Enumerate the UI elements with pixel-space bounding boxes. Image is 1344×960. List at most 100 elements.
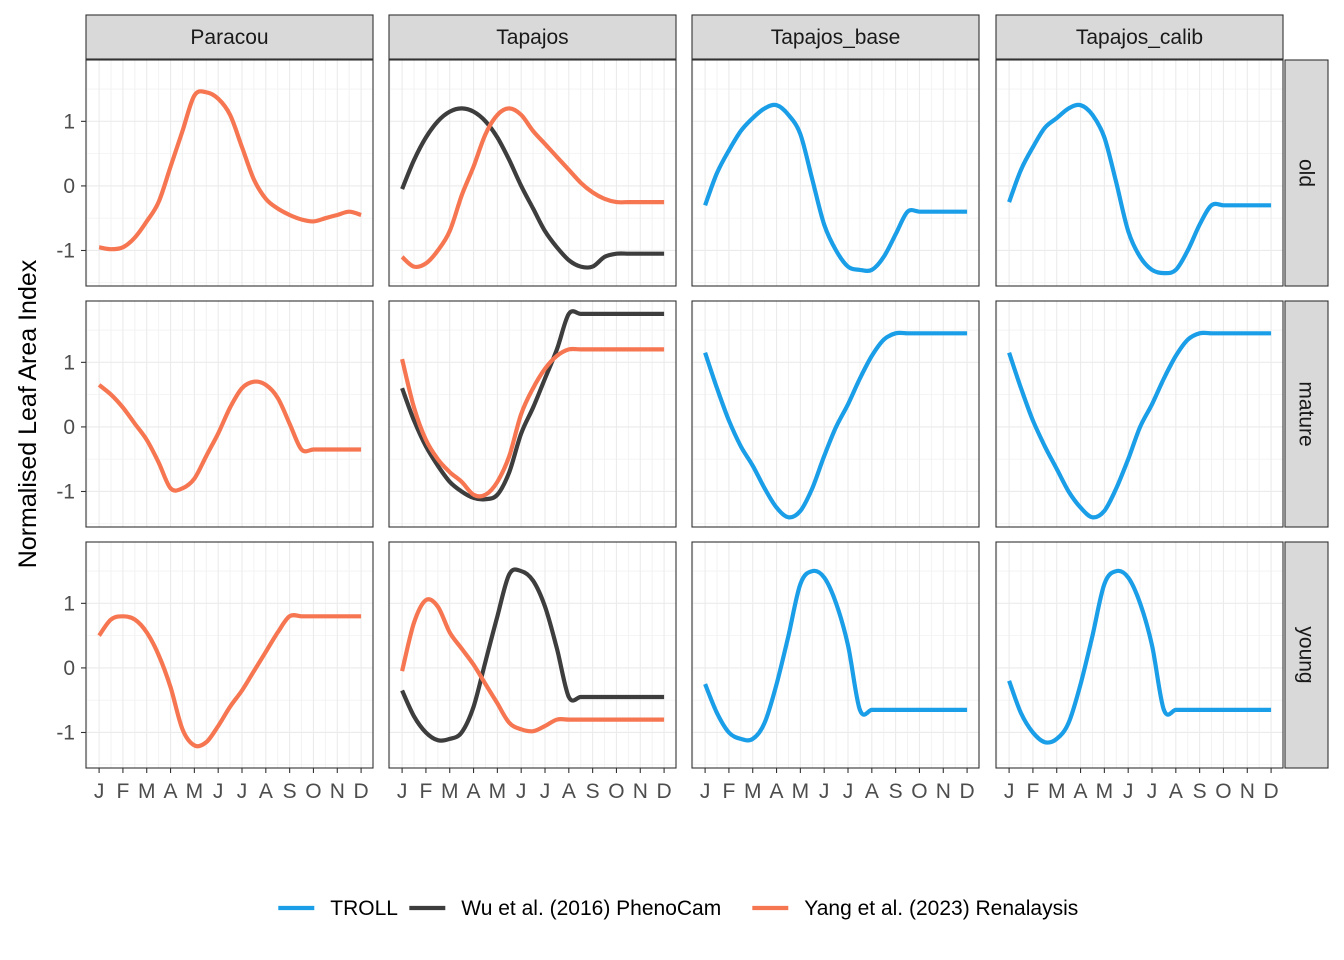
series-line-yang-et-al-2023-renalaysis	[400, 597, 665, 734]
row-strip-label: young	[1295, 626, 1318, 683]
x-tick-label: J	[397, 780, 408, 803]
panel-mature-tapajos-calib	[995, 300, 1284, 528]
column-strip-tapajos-base	[691, 14, 980, 60]
panel-background	[86, 60, 373, 286]
panel-old-tapajos-calib	[995, 59, 1284, 287]
panel-border	[388, 300, 677, 528]
row-strip-label: mature	[1295, 381, 1318, 446]
x-tick-label: F	[723, 780, 736, 803]
panel-border	[691, 300, 980, 528]
x-tick-label: S	[1193, 780, 1207, 803]
x-tick-label: A	[259, 780, 273, 803]
x-tick-label: S	[889, 780, 903, 803]
panel-border	[85, 300, 374, 528]
series-line-troll	[703, 330, 968, 520]
panel-border	[85, 59, 374, 287]
x-tick-label: J	[213, 780, 224, 803]
row-strip-young	[1284, 541, 1329, 769]
x-tick-label: S	[283, 780, 297, 803]
x-tick-label: J	[1004, 780, 1015, 803]
x-tick-label: M	[792, 780, 810, 803]
x-tick-label: N	[936, 780, 951, 803]
column-strip-label: Tapajos_base	[771, 26, 901, 49]
y-tick-label: 0	[63, 175, 75, 198]
panel-old-tapajos	[388, 59, 677, 287]
x-tick-label: A	[467, 780, 481, 803]
series-line-troll	[1007, 568, 1272, 745]
x-tick-label: M	[744, 780, 762, 803]
x-tick-label: J	[819, 780, 830, 803]
series-line-yang-et-al-2023-renalaysis	[98, 89, 362, 252]
x-tick-label: M	[441, 780, 459, 803]
y-tick-label: 1	[63, 592, 75, 615]
panel-mature-tapajos-base	[691, 300, 980, 528]
y-tick-label: 1	[63, 110, 75, 133]
panel-border	[995, 59, 1284, 287]
legend-label: Yang et al. (2023) Renalaysis	[804, 897, 1078, 920]
x-tick-label: D	[354, 780, 369, 803]
x-tick-label: F	[420, 780, 433, 803]
series-line-yang-et-al-2023-renalaysis	[400, 106, 665, 270]
panel-background	[692, 542, 979, 768]
panel-border	[995, 300, 1284, 528]
column-strip-label: Tapajos	[496, 26, 568, 49]
x-tick-label: J	[237, 780, 248, 803]
x-tick-label: J	[1123, 780, 1134, 803]
panel-border	[691, 541, 980, 769]
legend-label: Wu et al. (2016) PhenoCam	[461, 897, 721, 920]
column-strip-paracou	[85, 14, 374, 60]
y-tick-label: -1	[56, 239, 75, 262]
x-tick-label: J	[94, 780, 105, 803]
panel-border	[691, 59, 980, 287]
column-strip-label: Tapajos_calib	[1076, 26, 1203, 49]
x-tick-label: O	[608, 780, 624, 803]
legend-item-yang-et-al-2023-renalaysis: Yang et al. (2023) Renalaysis	[752, 897, 1078, 920]
series-line-troll	[703, 102, 968, 274]
x-tick-label: N	[1240, 780, 1255, 803]
x-tick-label: F	[117, 780, 130, 803]
x-tick-label: O	[1215, 780, 1231, 803]
x-tick-label: D	[657, 780, 672, 803]
x-tick-label: J	[1147, 780, 1158, 803]
panel-border	[85, 541, 374, 769]
x-tick-label: A	[1169, 780, 1183, 803]
panel-background	[86, 542, 373, 768]
legend-label: TROLL	[330, 897, 398, 920]
series-line-troll	[703, 568, 968, 743]
x-tick-label: O	[911, 780, 927, 803]
x-tick-label: A	[164, 780, 178, 803]
series-line-wu-et-al-2016-phenocam	[400, 106, 665, 270]
x-tick-label: D	[1264, 780, 1279, 803]
y-tick-label: -1	[56, 721, 75, 744]
series-line-wu-et-al-2016-phenocam	[400, 309, 665, 502]
x-tick-label: A	[562, 780, 576, 803]
panel-border	[388, 541, 677, 769]
x-tick-label: N	[330, 780, 345, 803]
x-tick-label: M	[186, 780, 204, 803]
series-line-troll	[1007, 330, 1272, 520]
x-tick-label: M	[1096, 780, 1114, 803]
x-tick-label: F	[1027, 780, 1040, 803]
panel-grid: Paracou Tapajos Tapajos_base Tapajos_calibo…	[56, 14, 1329, 803]
x-tick-label: J	[540, 780, 551, 803]
row-strip-label: old	[1295, 159, 1318, 187]
y-tick-label: 1	[63, 351, 75, 374]
x-tick-label: A	[865, 780, 879, 803]
x-tick-label: M	[1048, 780, 1066, 803]
x-tick-label: J	[700, 780, 711, 803]
series-line-wu-et-al-2016-phenocam	[400, 567, 665, 743]
series-line-troll	[1007, 102, 1272, 276]
column-strip-tapajos	[388, 14, 677, 60]
panel-mature-paracou: -1 0 1	[56, 300, 374, 528]
legend-item-troll: TROLL	[278, 897, 398, 920]
x-tick-label: S	[586, 780, 600, 803]
x-tick-label: M	[138, 780, 156, 803]
x-tick-label: J	[516, 780, 527, 803]
series-line-yang-et-al-2023-renalaysis	[400, 346, 665, 499]
series-line-yang-et-al-2023-renalaysis	[97, 613, 362, 749]
row-strip-old	[1284, 59, 1329, 287]
